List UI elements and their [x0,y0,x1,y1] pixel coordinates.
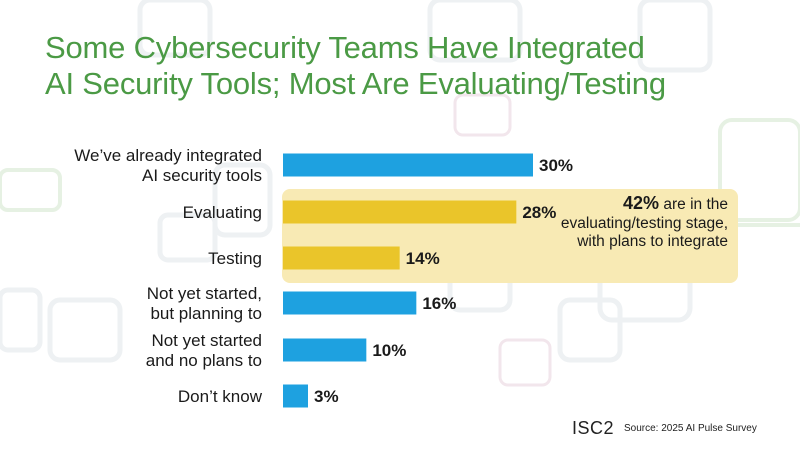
value-labels: 30% 28% 14% 16% 10% 3% [314,156,573,406]
category-label: Not yet started and no plans to [146,331,262,370]
category-label: Not yet started, but planning to [147,284,262,323]
callout-percentage: 42% [623,193,660,213]
bar-don-t-know [283,384,308,408]
bar-evaluating [283,200,517,224]
category-label-line: Not yet started, [147,284,262,303]
value-label: 30% [539,156,573,175]
category-label-line: Not yet started [151,331,262,350]
bar-we-ve-already-integrated-ai-security-tools [283,153,533,177]
category-label-line: Testing [208,249,262,268]
category-label-line: but planning to [150,304,262,323]
category-label-line: AI security tools [142,166,262,185]
category-label: We’ve already integrated AI security tool… [74,146,262,185]
value-label: 28% [522,203,556,222]
bar-series [283,153,533,408]
source-note: Source: 2025 AI Pulse Survey [624,423,757,434]
value-label: 16% [422,294,456,313]
bar-not-yet-started-and-no-plans-to [283,338,367,362]
category-label-line: Don’t know [178,387,263,406]
title-line-1: Some Cybersecurity Teams Have Integrated [45,30,645,65]
callout-description: are in the evaluating/testing stage, wit… [560,196,728,250]
category-label-line: We’ve already integrated [74,146,262,165]
value-label: 10% [372,341,406,360]
category-label: Testing [208,249,262,268]
category-label-line: and no plans to [146,351,262,370]
value-label: 14% [406,249,440,268]
isc2-logo: ISC2 [572,418,615,438]
bar-not-yet-started-but-planning-to [283,291,417,315]
title-line-2: AI Security Tools; Most Are Evaluating/T… [45,66,666,101]
category-label: Don’t know [178,387,263,406]
category-label: Evaluating [183,203,262,222]
category-label-line: Evaluating [183,203,262,222]
category-labels: We’ve already integrated AI security tool… [74,146,262,406]
value-label: 3% [314,387,339,406]
callout-text: 42% are in the evaluating/testing stage,… [560,194,728,252]
bar-testing [283,246,400,270]
